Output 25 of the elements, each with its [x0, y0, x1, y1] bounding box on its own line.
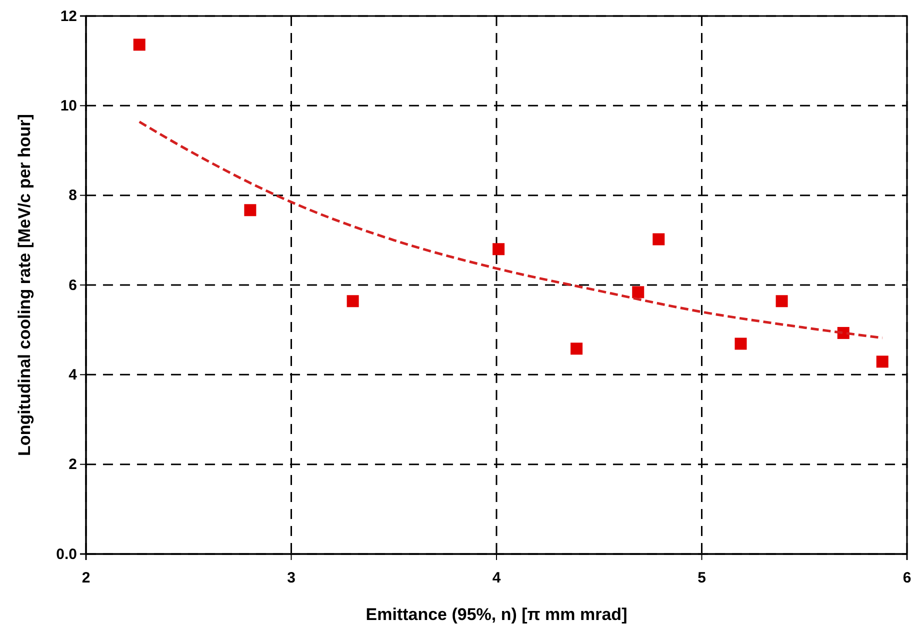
x-axis-title: Emittance (95%, n) [π mm mrad]	[366, 605, 628, 624]
point	[652, 233, 665, 246]
x-tick-label: 5	[698, 570, 706, 586]
point	[133, 38, 146, 51]
y-axis-title: Longitudinal cooling rate [MeV/c per hour]	[15, 114, 34, 456]
point	[492, 243, 505, 256]
y-tick-label: 12	[60, 8, 77, 25]
point	[632, 286, 644, 298]
point	[776, 295, 788, 308]
x-tick-label: 2	[82, 570, 90, 586]
line-series	[138, 120, 884, 340]
y-tick-label: 2	[68, 456, 77, 474]
x-tick-label: 3	[287, 570, 296, 586]
y-tick-label: 0.0	[56, 546, 77, 563]
x-tick-label: 6	[902, 570, 912, 586]
point	[244, 204, 256, 216]
y-tick-label: 10	[60, 97, 77, 114]
y-tick-label: 6	[68, 276, 77, 294]
y-tick-label: 4	[68, 366, 78, 384]
point	[346, 295, 359, 308]
point	[876, 356, 888, 368]
point	[570, 342, 583, 355]
point	[734, 338, 747, 350]
x-tick-label: 4	[492, 570, 502, 586]
y-tick-label: 8	[68, 187, 77, 204]
